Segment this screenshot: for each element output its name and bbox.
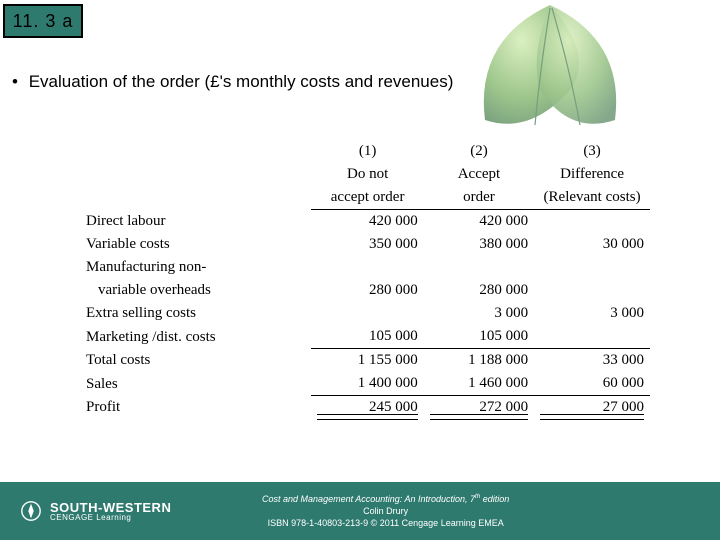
- row-label: Marketing /dist. costs: [80, 325, 311, 349]
- col3-label-a: Difference: [534, 163, 650, 186]
- col2-label-a: Accept: [424, 163, 534, 186]
- table-row: variable overheads 280 000 280 000: [80, 279, 650, 302]
- table-header-row-2: Do not Accept Difference: [80, 163, 650, 186]
- cell: 33 000: [534, 349, 650, 373]
- table-row: Direct labour 420 000 420 000: [80, 210, 650, 234]
- cell: 350 000: [311, 233, 423, 256]
- logo-main-text: SOUTH-WESTERN: [50, 501, 171, 514]
- table-row: Total costs 1 155 000 1 188 000 33 000: [80, 349, 650, 373]
- row-label: Sales: [80, 372, 311, 396]
- cell: 30 000: [534, 233, 650, 256]
- cell: 1 188 000: [424, 349, 534, 373]
- table-row: Profit 245 000 272 000 27 000: [80, 396, 650, 420]
- col1-label-a: Do not: [311, 163, 423, 186]
- footer-line3: ISBN 978-1-40803-213-9 © 2011 Cengage Le…: [268, 518, 504, 528]
- cell: 1 460 000: [424, 372, 534, 396]
- table-header-row-1: (1) (2) (3): [80, 140, 650, 163]
- cell: [534, 279, 650, 302]
- row-label-b: variable overheads: [80, 279, 311, 302]
- table-row: Marketing /dist. costs 105 000 105 000: [80, 325, 650, 349]
- footer-line2: Colin Drury: [363, 506, 408, 516]
- row-label: Total costs: [80, 349, 311, 373]
- table-row: Manufacturing non-: [80, 256, 650, 279]
- cell: 60 000: [534, 372, 650, 396]
- cost-table: (1) (2) (3) Do not Accept Difference acc…: [80, 140, 650, 419]
- footer-bar: SOUTH-WESTERN CENGAGE Learning Cost and …: [0, 482, 720, 540]
- table-row: Extra selling costs 3 000 3 000: [80, 302, 650, 325]
- cell: 245 000: [311, 396, 423, 420]
- cell: 280 000: [311, 279, 423, 302]
- bullet-icon: •: [12, 72, 18, 92]
- bullet-line: • Evaluation of the order (£'s monthly c…: [12, 72, 453, 92]
- cell: 272 000: [424, 396, 534, 420]
- publisher-logo: SOUTH-WESTERN CENGAGE Learning: [20, 500, 171, 522]
- cell: [534, 325, 650, 349]
- table-row: Sales 1 400 000 1 460 000 60 000: [80, 372, 650, 396]
- row-label: Extra selling costs: [80, 302, 311, 325]
- slide-number-text: 11. 3 a: [13, 11, 74, 32]
- row-label: Profit: [80, 396, 311, 420]
- cell: 280 000: [424, 279, 534, 302]
- cell: 3 000: [534, 302, 650, 325]
- cell: [534, 210, 650, 234]
- row-label: Variable costs: [80, 233, 311, 256]
- cell: 380 000: [424, 233, 534, 256]
- col3-label-b: (Relevant costs): [534, 186, 650, 210]
- cell: 420 000: [311, 210, 423, 234]
- slide-number-badge: 11. 3 a: [3, 4, 83, 38]
- col1-label-b: accept order: [311, 186, 423, 210]
- cell: 3 000: [424, 302, 534, 325]
- footer-line1b: edition: [480, 494, 509, 504]
- row-label: Direct labour: [80, 210, 311, 234]
- cell: 105 000: [311, 325, 423, 349]
- slide: 11. 3 a • Evaluation of the order (£'s m…: [0, 0, 720, 540]
- row-label-a: Manufacturing non-: [80, 256, 311, 279]
- col2-label-b: order: [424, 186, 534, 210]
- cell: 1 155 000: [311, 349, 423, 373]
- logo-sub-text: CENGAGE Learning: [50, 514, 171, 522]
- table-row: Variable costs 350 000 380 000 30 000: [80, 233, 650, 256]
- col1-num: (1): [311, 140, 423, 163]
- col2-num: (2): [424, 140, 534, 163]
- footer-line1a: Cost and Management Accounting: An Intro…: [262, 494, 475, 504]
- footer-citation: Cost and Management Accounting: An Intro…: [171, 493, 720, 529]
- cell: [311, 302, 423, 325]
- col3-num: (3): [534, 140, 650, 163]
- compass-icon: [20, 500, 42, 522]
- cell: 27 000: [534, 396, 650, 420]
- bullet-text: Evaluation of the order (£'s monthly cos…: [29, 72, 454, 91]
- table-header-row-3: accept order order (Relevant costs): [80, 186, 650, 210]
- cell: 1 400 000: [311, 372, 423, 396]
- cell: 105 000: [424, 325, 534, 349]
- cell: 420 000: [424, 210, 534, 234]
